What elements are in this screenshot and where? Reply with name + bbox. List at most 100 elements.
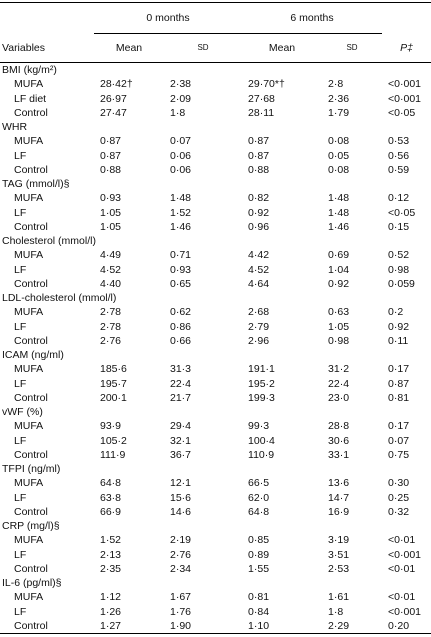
cell: 14·7 xyxy=(328,491,350,504)
data-row: MUFA 4·49 0·71 4·42 0·69 0·52 xyxy=(0,248,431,262)
data-row: LF 1·05 1·52 0·92 1·48 <0·05 xyxy=(0,206,431,220)
cell: 110·9 xyxy=(248,448,275,461)
cell: 1·46 xyxy=(328,220,350,233)
cell: 1·8 xyxy=(170,106,186,119)
row-label: Control xyxy=(14,505,48,518)
column-header: SD xyxy=(322,33,383,63)
group-label: CRP (mg/l)§ xyxy=(2,520,60,532)
cell: 0·86 xyxy=(170,320,192,333)
cell: 195·2 xyxy=(248,377,275,390)
cell: 0·82 xyxy=(248,192,270,205)
data-row: LF 105·2 32·1 100·4 30·6 0·07 xyxy=(0,434,431,448)
row-label: Control xyxy=(14,562,48,575)
cell: 31·2 xyxy=(328,363,350,376)
cell: 1·05 xyxy=(328,320,350,333)
cell: 105·2 xyxy=(100,434,127,447)
column-header: Mean xyxy=(94,33,164,63)
row-label: Control xyxy=(14,220,48,233)
row-label: LF xyxy=(14,377,27,390)
cell: 0·81 xyxy=(248,591,270,604)
data-row: Control 27·47 1·8 28·11 1·79 <0·05 xyxy=(0,106,431,120)
cell: 0·07 xyxy=(388,434,410,447)
cell: 63·8 xyxy=(100,491,122,504)
cell: 0·98 xyxy=(388,263,410,276)
cell: 0·07 xyxy=(170,135,192,148)
cell: 1·67 xyxy=(170,591,192,604)
row-label: Control xyxy=(14,277,48,290)
cell: 1·48 xyxy=(328,206,350,219)
cell: 0·92 xyxy=(328,277,350,290)
group-label: WHR xyxy=(2,121,28,133)
cell: 0·59 xyxy=(388,163,410,176)
data-row: LF 4·52 0·93 4·52 1·04 0·98 xyxy=(0,263,431,277)
cell: 195·7 xyxy=(100,377,127,390)
cell: 0·2 xyxy=(388,306,404,319)
cell: 0·56 xyxy=(388,149,410,162)
cell: 2·76 xyxy=(100,334,122,347)
data-row: Control 2·76 0·66 2·96 0·98 0·11 xyxy=(0,334,431,348)
cell: 1·04 xyxy=(328,263,350,276)
cell: 1·55 xyxy=(248,562,270,575)
cell: 33·1 xyxy=(328,448,350,461)
cell: 0·25 xyxy=(388,491,410,504)
cell: 29·70*† xyxy=(248,78,285,91)
cell: 21·7 xyxy=(170,391,192,404)
cell: 2·35 xyxy=(100,562,122,575)
cell: 0·69 xyxy=(328,249,350,262)
cell: 0·81 xyxy=(388,391,410,404)
cell: 2·76 xyxy=(170,548,192,561)
cell: 13·6 xyxy=(328,477,350,490)
group-row: LDL-cholesterol (mmol/l) xyxy=(0,291,431,305)
row-label: LF xyxy=(14,263,27,276)
data-row: MUFA 2·78 0·62 2·68 0·63 0·2 xyxy=(0,305,431,319)
cell: 0·89 xyxy=(248,548,270,561)
cell: 30·6 xyxy=(328,434,350,447)
row-label: MUFA xyxy=(14,306,44,319)
row-label: Control xyxy=(14,163,48,176)
cell: 0·65 xyxy=(170,277,192,290)
cell: 2·79 xyxy=(248,320,270,333)
cell: 27·47 xyxy=(100,106,127,119)
cell: 0·30 xyxy=(388,477,410,490)
row-label: Control xyxy=(14,619,48,632)
cell: <0·01 xyxy=(388,591,416,604)
row-label: LF xyxy=(14,605,27,618)
group-label: vWF (%) xyxy=(2,406,43,418)
cell: 1·46 xyxy=(170,220,192,233)
data-row: MUFA 0·87 0·07 0·87 0·08 0·53 xyxy=(0,134,431,148)
cell: 199·3 xyxy=(248,391,275,404)
row-label: MUFA xyxy=(14,192,44,205)
cell: 26·97 xyxy=(100,92,127,105)
row-label: Control xyxy=(14,334,48,347)
group-row: vWF (%) xyxy=(0,405,431,419)
row-label: Control xyxy=(14,391,48,404)
row-label: MUFA xyxy=(14,135,44,148)
group-row: Cholesterol (mmol/l) xyxy=(0,234,431,248)
header-row: 0 months 6 months xyxy=(0,2,431,34)
row-label: MUFA xyxy=(14,78,44,91)
cell: 191·1 xyxy=(248,363,275,376)
row-label: MUFA xyxy=(14,420,44,433)
data-row: LF 195·7 22·4 195·2 22·4 0·87 xyxy=(0,377,431,391)
group-row: CRP (mg/l)§ xyxy=(0,519,431,533)
cell: 0·88 xyxy=(248,163,270,176)
cell: 0·63 xyxy=(328,306,350,319)
cell: 22·4 xyxy=(170,377,192,390)
cell: 62·0 xyxy=(248,491,270,504)
data-row: Control 111·9 36·7 110·9 33·1 0·75 xyxy=(0,448,431,462)
cell: <0·001 xyxy=(388,78,422,91)
cell: 0·66 xyxy=(170,334,192,347)
cell: 27·68 xyxy=(248,92,275,105)
cell: 185·6 xyxy=(100,363,127,376)
row-label: Control xyxy=(14,106,48,119)
cell: 3·51 xyxy=(328,548,350,561)
cell: 0·87 xyxy=(248,135,270,148)
cell: 0·08 xyxy=(328,163,350,176)
data-row: MUFA 1·12 1·67 0·81 1·61 <0·01 xyxy=(0,590,431,604)
cell: 1·27 xyxy=(100,619,122,632)
data-row: Control 200·1 21·7 199·3 23·0 0·81 xyxy=(0,391,431,405)
cell: 1·10 xyxy=(248,619,270,632)
cell: 2·09 xyxy=(170,92,192,105)
cell: 4·52 xyxy=(248,263,270,276)
